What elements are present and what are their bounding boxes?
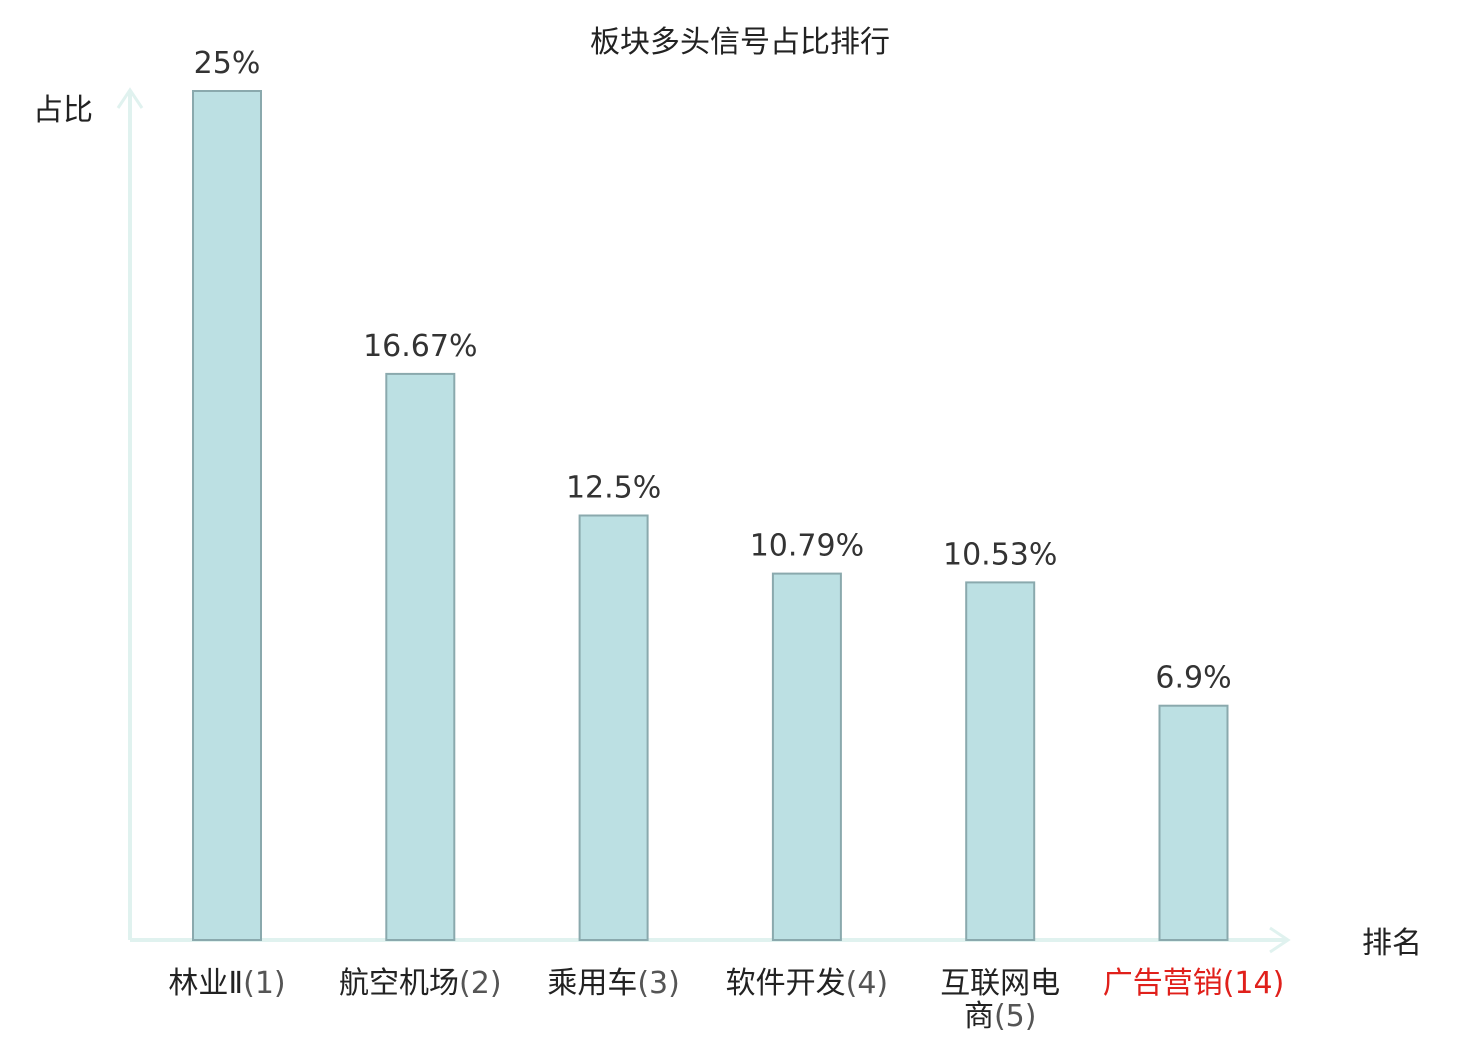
bar-6: [1158, 704, 1229, 942]
data-label-1: 25%: [194, 46, 261, 81]
x-tick-rank: (3): [637, 966, 680, 1001]
x-tick-label-1: 林业Ⅱ(1): [168, 966, 285, 1001]
data-label-4: 10.79%: [750, 529, 864, 564]
x-tick-name: 林业Ⅱ: [168, 966, 243, 1001]
bar-5: [965, 581, 1036, 942]
data-label-3: 12.5%: [566, 471, 661, 506]
x-tick-label-4: 软件开发(4): [726, 966, 889, 1001]
bar-4: [771, 572, 842, 941]
y-axis-label: 占比: [33, 93, 93, 128]
x-tick-rank: (4): [846, 966, 889, 1001]
x-tick-label-5-line2: 商(5): [964, 999, 1036, 1034]
x-tick-name: 软件开发: [726, 966, 846, 1001]
x-tick-name: 广告营销: [1103, 966, 1223, 1001]
x-tick-label-5: 互联网电: [940, 966, 1060, 1001]
x-tick-label-6: 广告营销(14): [1103, 966, 1285, 1001]
x-tick-name: 乘用车: [547, 966, 637, 1001]
x-axis-arrow-icon: [1269, 926, 1291, 954]
x-tick-labels: 林业Ⅱ(1) 航空机场(2) 乘用车(3) 软件开发(4) 互联网电商(5)广告营销(1…: [168, 966, 1284, 1034]
y-axis-arrow-icon: [116, 87, 144, 109]
x-tick-name: 商: [964, 999, 994, 1034]
x-tick-rank: (2): [459, 966, 502, 1001]
chart-title: 板块多头信号占比排行: [590, 25, 890, 60]
data-label-6: 6.9%: [1155, 661, 1231, 696]
bar-series: [192, 90, 1229, 942]
x-tick-label-2: 航空机场(2): [339, 966, 502, 1001]
data-labels: 25% 16.67% 12.5% 10.79% 10.53% 6.9%: [194, 46, 1232, 696]
x-axis: 排名: [130, 926, 1422, 961]
x-tick-rank: (14): [1223, 966, 1285, 1001]
x-tick-rank: (5): [994, 999, 1036, 1034]
y-axis: 占比: [33, 87, 144, 940]
bar-3: [578, 514, 649, 941]
x-tick-label-3: 乘用车(3): [547, 966, 680, 1001]
x-tick-rank: (1): [243, 966, 286, 1001]
x-axis-label: 排名: [1362, 926, 1422, 961]
bar-1: [192, 90, 262, 941]
data-label-5: 10.53%: [943, 537, 1057, 572]
data-label-2: 16.67%: [363, 329, 477, 364]
bar-2: [385, 372, 456, 941]
x-tick-name: 航空机场: [339, 966, 459, 1001]
